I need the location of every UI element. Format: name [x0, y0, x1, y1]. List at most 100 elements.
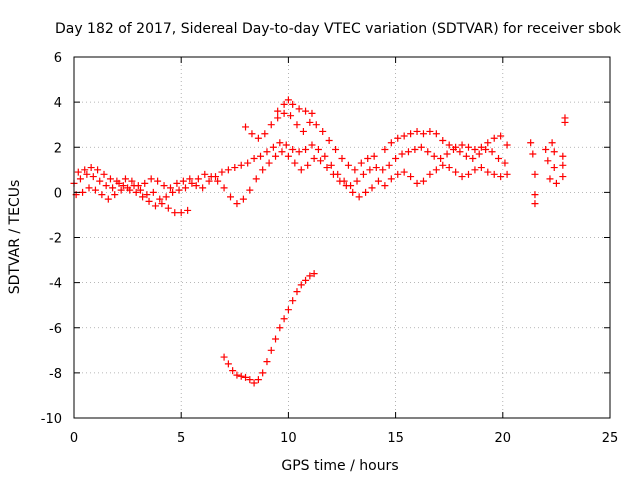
data-point [179, 177, 187, 185]
data-point [149, 188, 157, 196]
data-point [351, 166, 359, 174]
data-point [246, 376, 254, 384]
data-point [312, 121, 320, 129]
data-point [477, 164, 485, 172]
data-point [413, 127, 421, 135]
grid-lines [74, 57, 610, 418]
data-point [353, 177, 361, 185]
data-point [89, 173, 97, 181]
x-tick-label: 15 [387, 431, 404, 446]
data-point [400, 132, 408, 140]
data-point [368, 184, 376, 192]
data-point [227, 193, 235, 201]
data-point [173, 179, 181, 187]
data-point [284, 152, 292, 160]
data-point [81, 166, 89, 174]
data-point [413, 179, 421, 187]
data-point [250, 379, 258, 387]
data-point [130, 182, 138, 190]
data-point [561, 118, 569, 126]
data-point [437, 155, 445, 163]
data-point [233, 371, 241, 379]
data-point [104, 195, 112, 203]
data-point [175, 186, 183, 194]
data-point [282, 141, 290, 149]
data-point [544, 157, 552, 165]
series-track-b [74, 164, 192, 217]
data-point [100, 170, 108, 178]
data-point [244, 159, 252, 167]
data-point [74, 168, 82, 176]
data-point [231, 164, 239, 172]
data-point [430, 152, 438, 160]
data-point [381, 146, 389, 154]
data-point [503, 141, 511, 149]
data-point [458, 141, 466, 149]
data-point [550, 148, 558, 156]
data-point [111, 191, 119, 199]
data-point [272, 335, 280, 343]
data-point [501, 159, 509, 167]
data-point [145, 197, 153, 205]
data-point [160, 182, 168, 190]
data-point [194, 175, 202, 183]
data-point [550, 164, 558, 172]
data-point [289, 297, 297, 305]
data-point [327, 161, 335, 169]
data-point [323, 164, 331, 172]
y-tick-label: -8 [49, 367, 62, 382]
data-point [475, 150, 483, 158]
data-point [426, 170, 434, 178]
data-point [263, 358, 271, 366]
data-point [214, 177, 222, 185]
data-point [527, 139, 535, 147]
data-point [329, 170, 337, 178]
data-point [452, 143, 460, 151]
data-point [267, 121, 275, 129]
data-point [407, 130, 415, 138]
x-axis-label: GPS time / hours [281, 458, 398, 474]
data-point [357, 159, 365, 167]
data-point [445, 164, 453, 172]
data-point [299, 127, 307, 135]
data-point [154, 177, 162, 185]
data-point [169, 188, 177, 196]
data-point [242, 373, 250, 381]
data-point [102, 182, 110, 190]
data-point [495, 155, 503, 163]
data-point [349, 188, 357, 196]
data-point [374, 177, 382, 185]
data-point [199, 184, 207, 192]
data-point [490, 170, 498, 178]
data-point [121, 175, 129, 183]
y-tick-label: 4 [54, 96, 62, 111]
data-point [136, 186, 144, 194]
data-point [531, 170, 539, 178]
data-point [96, 177, 104, 185]
data-point [546, 175, 554, 183]
data-point [269, 143, 277, 151]
data-point [364, 155, 372, 163]
x-tick-label: 0 [70, 431, 78, 446]
data-point [257, 152, 265, 160]
data-point [362, 188, 370, 196]
data-point [280, 315, 288, 323]
series-track-c [72, 148, 511, 208]
data-point [94, 166, 102, 174]
data-point [355, 193, 363, 201]
data-point [280, 100, 288, 108]
data-point [379, 166, 387, 174]
data-point [439, 161, 447, 169]
data-point [139, 193, 147, 201]
data-point [276, 139, 284, 147]
data-point [295, 148, 303, 156]
data-point [542, 146, 550, 154]
data-point [439, 136, 447, 144]
data-point [188, 179, 196, 187]
data-point [359, 170, 367, 178]
data-point [559, 161, 567, 169]
data-point [398, 150, 406, 158]
x-tick-label: 10 [280, 431, 297, 446]
data-point [443, 150, 451, 158]
data-point [310, 155, 318, 163]
